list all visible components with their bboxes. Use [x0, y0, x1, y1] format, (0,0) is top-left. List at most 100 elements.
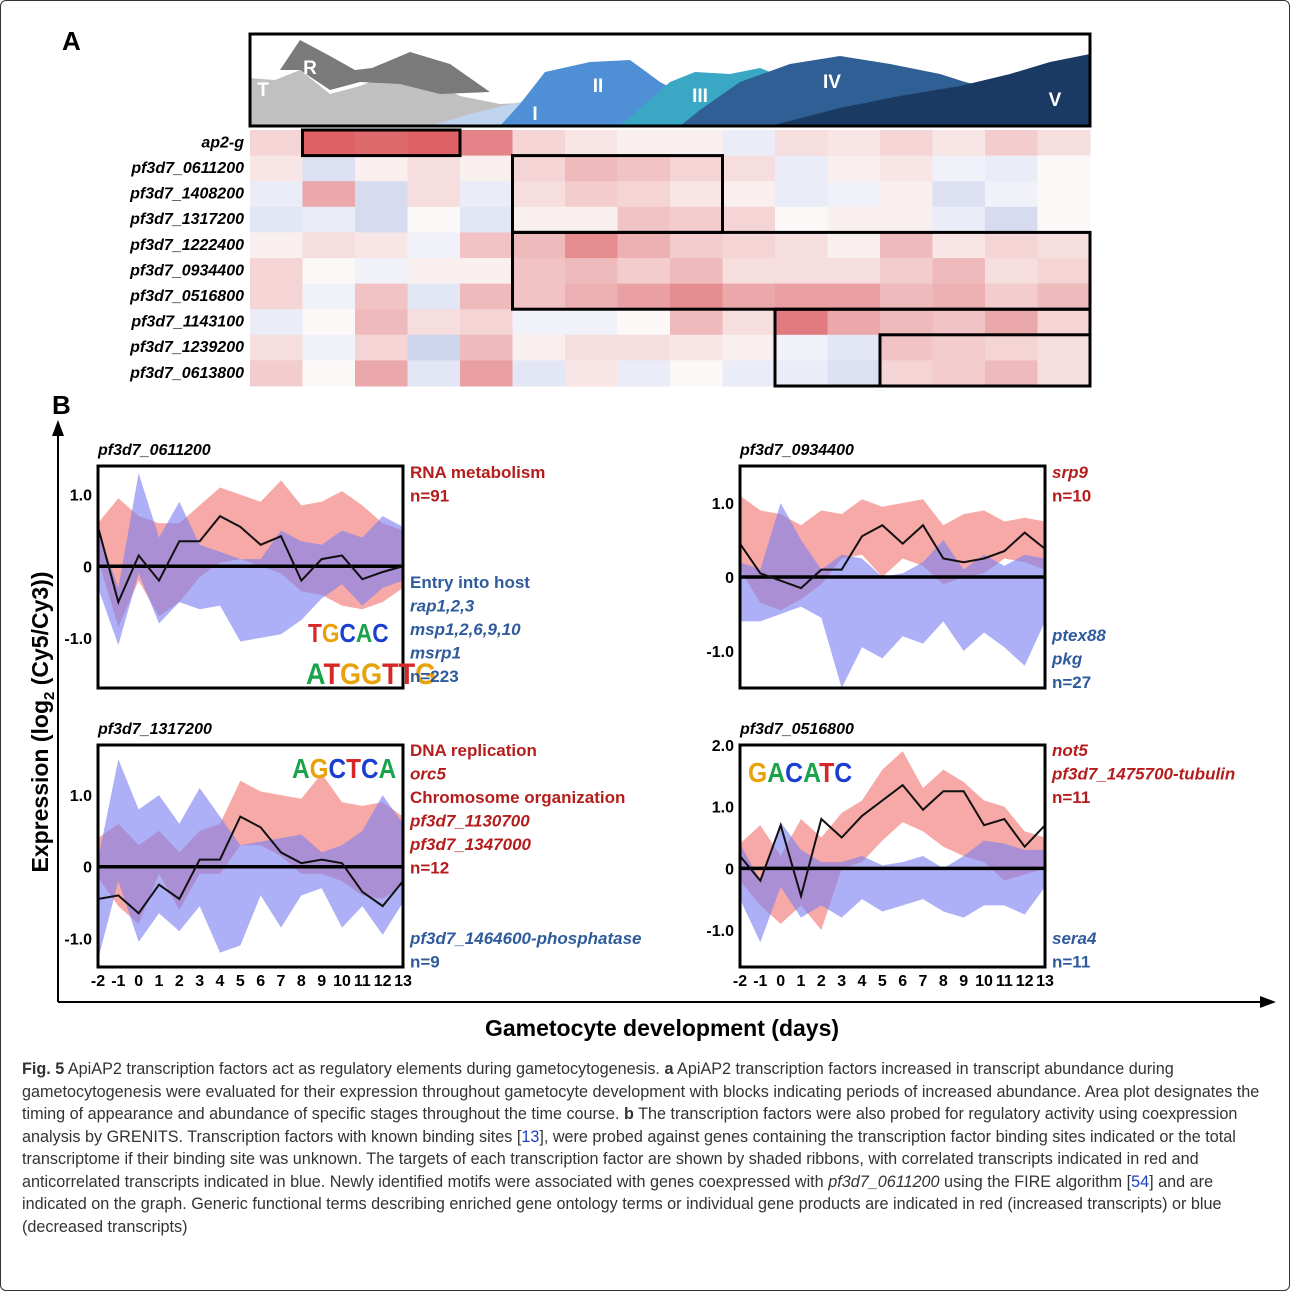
- heatmap-cell: [722, 309, 776, 336]
- heatmap-cell: [827, 206, 881, 233]
- heatmap-cell: [302, 155, 356, 182]
- heatmap-row-label: ap2-g: [201, 134, 244, 151]
- heatmap-cell: [407, 360, 461, 387]
- tf-expression-line: [98, 514, 403, 606]
- y-tick-label: 1.0: [712, 496, 734, 513]
- heatmap-cell: [355, 232, 408, 259]
- anticorrelated-term-label: pkg: [1051, 650, 1083, 669]
- heatmap-cell: [512, 206, 566, 233]
- correlated-term-label: orc5: [410, 765, 446, 784]
- heatmap-cell: [617, 155, 671, 182]
- anticorrelated-ribbon: [740, 503, 1045, 688]
- heatmap-cell: [355, 334, 408, 361]
- heatmap-cell: [932, 232, 986, 259]
- heatmap-cell: [250, 283, 303, 310]
- x-tick-label: 13: [1036, 973, 1054, 990]
- heatmap-cell: [985, 309, 1038, 336]
- heatmap-cell: [880, 334, 933, 361]
- heatmap-cell: [827, 181, 881, 208]
- heatmap-cell: [565, 258, 618, 285]
- plot-title: pf3d7_1317200: [97, 721, 212, 738]
- motif-logo: ATGGTTG: [306, 658, 436, 691]
- x-tick-label: 9: [959, 973, 968, 990]
- x-tick-label: 11: [996, 973, 1013, 990]
- heatmap-cell: [250, 130, 303, 157]
- heatmap-cell: [617, 130, 671, 157]
- heatmap-cell: [565, 309, 618, 336]
- y-axis-arrowhead: [52, 420, 64, 436]
- heatmap-cell: [407, 206, 461, 233]
- stage-shape: [770, 54, 1090, 126]
- heatmap-cell: [880, 360, 933, 387]
- heatmap-cell: [617, 360, 671, 387]
- anticorrelated-term-label: ptex88: [1051, 626, 1106, 645]
- heatmap-cell: [512, 334, 566, 361]
- y-tick-label: 0: [83, 559, 92, 576]
- x-tick-label: 1: [797, 973, 806, 990]
- heatmap-cell: [460, 283, 513, 310]
- stage-label: IV: [823, 72, 841, 93]
- heatmap-cell: [985, 155, 1038, 182]
- heatmap-cell: [827, 334, 881, 361]
- heatmap-cell: [670, 232, 723, 259]
- ref-link-13[interactable]: 13: [521, 1127, 540, 1146]
- heatmap-cell: [932, 206, 986, 233]
- heatmap-cell: [355, 130, 408, 157]
- x-tick-label: 10: [975, 973, 993, 990]
- heatmap-cell: [355, 206, 408, 233]
- correlated-term-label: pf3d7_1130700: [409, 812, 530, 831]
- motif-logo: AGCTCA: [292, 753, 396, 784]
- heatmap-cell: [355, 283, 408, 310]
- heatmap-cell: [880, 258, 933, 285]
- heatmap-cell: [775, 334, 828, 361]
- x-tick-label: 10: [333, 973, 351, 990]
- heatmap-cell: [617, 258, 671, 285]
- heatmap-cell: [565, 360, 618, 387]
- coexpression-plots: pf3d7_0611200 1.0 0 -1.0 TGCAC ATGGTTG RNA met…: [64, 442, 1235, 990]
- heatmap-cell: [985, 360, 1038, 387]
- y-tick-label: 2.0: [712, 738, 734, 755]
- y-axis-label: Expression (log2 (Cy5/Cy3)): [27, 571, 58, 872]
- heatmap-cell: [512, 232, 566, 259]
- heatmap-cell: [407, 130, 461, 157]
- heatmap-row-label: pf3d7_0613800: [129, 365, 244, 382]
- heatmap-cell: [407, 309, 461, 336]
- x-tick-label: 5: [878, 973, 887, 990]
- x-tick-label: 2: [175, 973, 184, 990]
- heatmap-cell: [722, 334, 776, 361]
- heatmap-cell: [775, 309, 828, 336]
- heatmap-cell: [932, 283, 986, 310]
- x-tick-label: 6: [898, 973, 907, 990]
- heatmap-cell: [670, 130, 723, 157]
- motif-logo: TGCAC: [308, 618, 389, 648]
- x-tick-label: 9: [317, 973, 326, 990]
- ref-link-54[interactable]: 54: [1131, 1172, 1150, 1191]
- x-tick-label: 7: [919, 973, 928, 990]
- stage-label: T: [257, 80, 269, 101]
- heatmap-row-label: pf3d7_1317200: [129, 211, 244, 228]
- x-tick-label: 7: [277, 973, 286, 990]
- stage-shape: [280, 40, 490, 94]
- x-axis-arrowhead: [1260, 996, 1276, 1008]
- heatmap-cell: [670, 334, 723, 361]
- heatmap-block: [878, 333, 1092, 388]
- x-tick-label: 1: [155, 973, 164, 990]
- heatmap-cell: [1037, 360, 1091, 387]
- heatmap-cell: [722, 232, 776, 259]
- heatmap-cell: [617, 232, 671, 259]
- heatmap-cell: [355, 181, 408, 208]
- anticorrelated-ribbon: [98, 473, 403, 646]
- coexpression-plot: pf3d7_0934400 1.0 0 -1.0 srp9 n=10 ptex88 pkg n=…: [706, 442, 1106, 692]
- x-tick-label: 0: [776, 973, 785, 990]
- anticorrelated-term-label: n=27: [1052, 673, 1091, 692]
- heatmap-cell: [355, 258, 408, 285]
- x-tick-label: 6: [256, 973, 265, 990]
- anticorrelated-term-label: rap1,2,3: [410, 597, 475, 616]
- heatmap-cell: [932, 360, 986, 387]
- heatmap-cell: [302, 283, 356, 310]
- x-tick-label: 3: [837, 973, 846, 990]
- correlated-term-label: pf3d7_1347000: [409, 835, 532, 854]
